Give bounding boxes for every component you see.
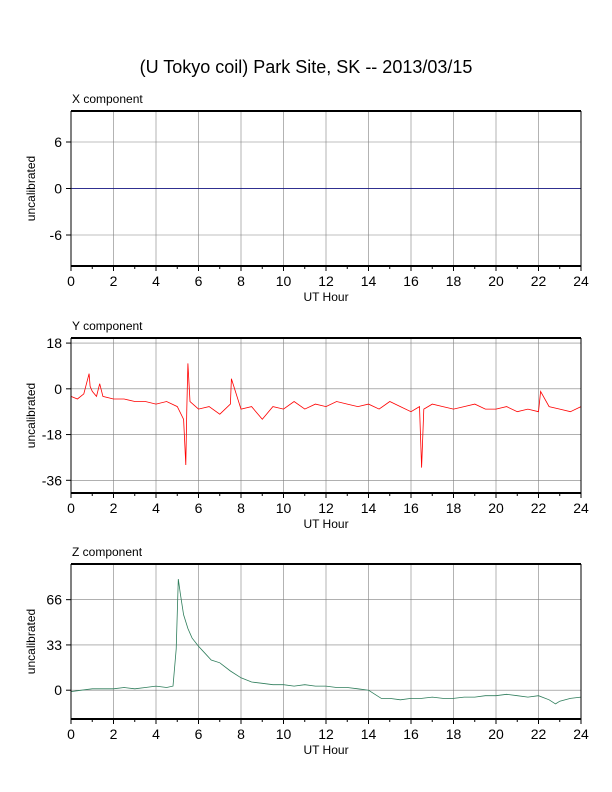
x-tick-label: 18 xyxy=(446,500,462,516)
x-tick-label: 22 xyxy=(531,500,547,516)
x-tick-label: 24 xyxy=(573,726,589,742)
x-tick-label: 12 xyxy=(318,726,334,742)
series-line xyxy=(70,363,582,468)
x-tick-label: 20 xyxy=(488,273,504,289)
x-tick-label: 0 xyxy=(67,500,75,516)
x-tick-label: 6 xyxy=(195,500,203,516)
x-tick-label: 24 xyxy=(573,273,589,289)
y-axis-label: uncalibrated xyxy=(24,383,38,448)
x-axis-label: UT Hour xyxy=(303,290,348,304)
x-tick-label: 2 xyxy=(110,500,118,516)
panel-title: Z component xyxy=(72,545,143,559)
x-tick-label: 4 xyxy=(152,726,160,742)
x-tick-label: 20 xyxy=(488,726,504,742)
x-tick-label: 0 xyxy=(67,273,75,289)
x-tick-label: 4 xyxy=(152,273,160,289)
y-tick-label: -18 xyxy=(42,427,62,443)
x-tick-label: 14 xyxy=(361,273,377,289)
x-tick-label: 4 xyxy=(152,500,160,516)
x-tick-label: 12 xyxy=(318,500,334,516)
x-tick-label: 10 xyxy=(276,726,292,742)
x-tick-label: 10 xyxy=(276,500,292,516)
x-tick-label: 18 xyxy=(446,726,462,742)
y-tick-label: 0 xyxy=(54,682,62,698)
y-tick-label: -36 xyxy=(42,472,62,488)
panel-title: X component xyxy=(72,92,143,106)
panel-title: Y component xyxy=(72,319,143,333)
x-tick-label: 14 xyxy=(361,726,377,742)
x-tick-label: 6 xyxy=(195,273,203,289)
y-axis-label: uncalibrated xyxy=(24,156,38,221)
x-tick-label: 2 xyxy=(110,273,118,289)
x-axis-label: UT Hour xyxy=(303,743,348,757)
x-tick-label: 24 xyxy=(573,500,589,516)
y-tick-label: 0 xyxy=(54,381,62,397)
x-tick-label: 8 xyxy=(237,500,245,516)
x-tick-label: 22 xyxy=(531,273,547,289)
y-tick-label: 0 xyxy=(54,181,62,197)
x-tick-label: 10 xyxy=(276,273,292,289)
y-axis-label: uncalibrated xyxy=(24,609,38,674)
x-tick-label: 12 xyxy=(318,273,334,289)
series-line xyxy=(70,579,582,705)
y-tick-label: 66 xyxy=(46,592,62,608)
x-tick-label: 8 xyxy=(237,273,245,289)
x-tick-label: 14 xyxy=(361,500,377,516)
x-axis-label: UT Hour xyxy=(303,517,348,531)
y-tick-label: 33 xyxy=(46,637,62,653)
x-tick-label: 22 xyxy=(531,726,547,742)
x-tick-label: 18 xyxy=(446,273,462,289)
y-tick-label: -6 xyxy=(50,227,63,243)
y-tick-label: 18 xyxy=(46,335,62,351)
x-tick-label: 20 xyxy=(488,500,504,516)
y-tick-label: 6 xyxy=(54,134,62,150)
x-tick-label: 0 xyxy=(67,726,75,742)
x-tick-label: 16 xyxy=(403,726,419,742)
chart-title: (U Tokyo coil) Park Site, SK -- 2013/03/… xyxy=(139,57,473,77)
x-tick-label: 16 xyxy=(403,273,419,289)
x-tick-label: 2 xyxy=(110,726,118,742)
x-tick-label: 8 xyxy=(237,726,245,742)
x-tick-label: 16 xyxy=(403,500,419,516)
x-tick-label: 6 xyxy=(195,726,203,742)
